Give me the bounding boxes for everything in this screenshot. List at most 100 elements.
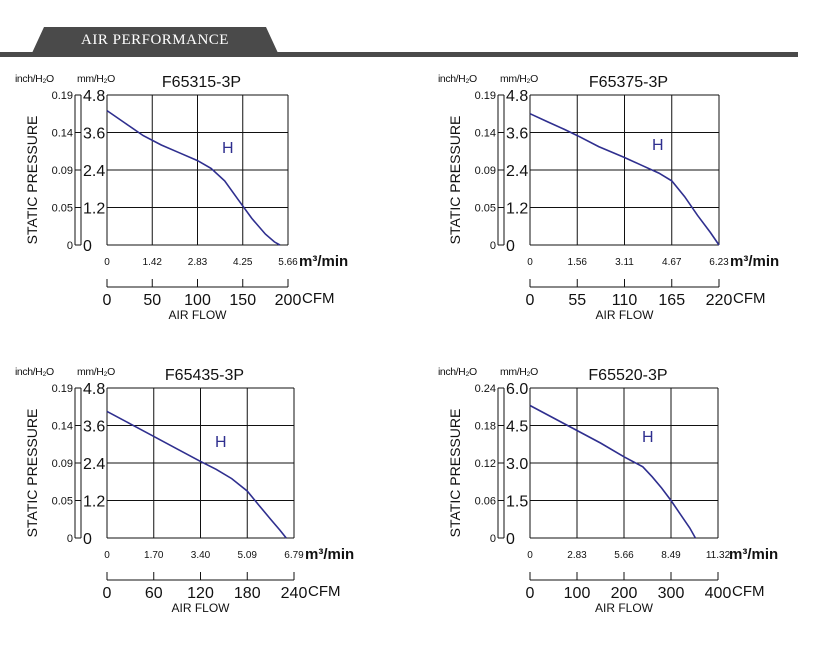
y-unit-mm: mm/H₂O <box>500 366 538 378</box>
x-tick-label-cfm: 300 <box>658 585 685 602</box>
y-unit-mm: mm/H₂O <box>77 366 115 378</box>
chart-title: F65315-3P <box>162 74 241 91</box>
y-tick-label-mm: 0 <box>506 238 515 255</box>
x-unit-cfm: CFM <box>733 290 766 307</box>
series-label: H <box>652 137 664 154</box>
x-axis-title: AIR FLOW <box>595 308 654 322</box>
x-axis-title: AIR FLOW <box>595 601 654 615</box>
chart-f65520: F65520-3P inch/H₂O mm/H₂O 0 0 0.06 1.5 0.12 3.0 0… <box>438 366 778 615</box>
x-tick-label-cfm: 240 <box>281 585 308 602</box>
x-tick-label-m3: 6.79 <box>284 550 304 561</box>
x-axis-title: AIR FLOW <box>171 601 230 615</box>
x-unit-m3: m³/min <box>305 546 354 563</box>
y-tick-label-mm: 3.6 <box>83 419 105 436</box>
series-label: H <box>642 429 654 446</box>
x-tick-label-m3: 1.56 <box>568 257 588 268</box>
y-tick-label-mm: 4.8 <box>83 88 105 105</box>
x-tick-label-m3: 3.40 <box>191 550 211 561</box>
y-tick-label-inch: 0 <box>490 533 496 545</box>
x-tick-label-m3: 0 <box>527 257 533 268</box>
y-tick-label-inch: 0.14 <box>475 128 496 140</box>
x-unit-m3: m³/min <box>299 253 348 270</box>
x-tick-label-m3: 0 <box>104 257 110 268</box>
x-unit-m3: m³/min <box>729 546 778 563</box>
y-tick-label-inch: 0.18 <box>475 421 496 433</box>
x-tick-label-cfm: 0 <box>103 292 112 309</box>
y-tick-label-inch: 0.14 <box>52 128 73 140</box>
x-tick-label-m3: 11.32 <box>706 550 731 561</box>
y-axis-title: STATIC PRESSURE <box>24 116 40 245</box>
y-tick-label-inch: 0.09 <box>52 165 73 177</box>
x-tick-label-cfm: 100 <box>564 585 591 602</box>
y-axis-title: STATIC PRESSURE <box>24 409 40 538</box>
series-label: H <box>222 140 234 157</box>
x-tick-label-cfm: 50 <box>143 292 161 309</box>
x-tick-label-m3: 3.11 <box>615 257 634 268</box>
x-tick-label-m3: 6.23 <box>709 257 729 268</box>
y-tick-label-inch: 0 <box>490 240 496 252</box>
x-tick-label-m3: 5.66 <box>278 257 298 268</box>
y-tick-label-inch: 0.19 <box>52 90 73 102</box>
y-tick-label-inch: 0.14 <box>52 421 73 433</box>
x-tick-label-cfm: 120 <box>187 585 214 602</box>
x-tick-label-cfm: 0 <box>103 585 112 602</box>
y-unit-mm: mm/H₂O <box>500 73 538 85</box>
x-tick-label-cfm: 55 <box>568 292 586 309</box>
y-tick-label-mm: 4.5 <box>506 419 528 436</box>
x-tick-label-m3: 5.09 <box>238 550 258 561</box>
y-tick-label-inch: 0.24 <box>475 383 496 395</box>
x-axis-title: AIR FLOW <box>168 308 227 322</box>
x-tick-label-m3: 4.67 <box>662 257 682 268</box>
series-curve-h <box>529 404 697 539</box>
x-unit-cfm: CFM <box>732 583 765 600</box>
x-tick-label-cfm: 0 <box>526 292 535 309</box>
x-tick-label-m3: 0 <box>104 550 110 561</box>
y-tick-label-mm: 4.8 <box>83 381 105 398</box>
y-tick-label-mm: 4.8 <box>506 88 528 105</box>
y-tick-label-inch: 0 <box>67 240 73 252</box>
y-tick-label-mm: 0 <box>83 238 92 255</box>
y-tick-label-mm: 1.2 <box>83 201 105 218</box>
y-tick-label-inch: 0.12 <box>475 458 496 470</box>
x-tick-label-m3: 1.42 <box>143 257 163 268</box>
y-unit-mm: mm/H₂O <box>77 73 115 85</box>
x-tick-label-m3: 2.83 <box>188 257 208 268</box>
y-tick-label-mm: 2.4 <box>83 163 105 180</box>
x-tick-label-m3: 5.66 <box>614 550 634 561</box>
x-tick-label-cfm: 0 <box>526 585 535 602</box>
x-tick-label-m3: 8.49 <box>661 550 681 561</box>
y-axis-title: STATIC PRESSURE <box>447 116 463 245</box>
x-tick-label-m3: 0 <box>527 550 533 561</box>
y-tick-label-mm: 1.2 <box>83 494 105 511</box>
y-tick-label-mm: 2.4 <box>506 163 528 180</box>
x-tick-label-cfm: 220 <box>706 292 733 309</box>
x-tick-label-cfm: 165 <box>658 292 685 309</box>
y-tick-label-inch: 0.19 <box>475 90 496 102</box>
y-tick-label-mm: 1.2 <box>506 201 528 218</box>
section-title: AIR PERFORMANCE <box>81 32 229 48</box>
x-tick-label-m3: 1.70 <box>144 550 164 561</box>
y-tick-label-mm: 3.0 <box>506 456 528 473</box>
section-header-tab: AIR PERFORMANCE <box>32 27 278 53</box>
x-tick-label-cfm: 150 <box>229 292 256 309</box>
x-tick-label-cfm: 180 <box>234 585 261 602</box>
header-tab-shape <box>32 27 278 53</box>
x-unit-cfm: CFM <box>302 290 335 307</box>
y-tick-label-inch: 0.06 <box>475 496 496 508</box>
y-tick-label-mm: 6.0 <box>506 381 528 398</box>
chart-title: F65520-3P <box>588 367 667 384</box>
x-unit-m3: m³/min <box>730 253 779 270</box>
y-tick-label-inch: 0.05 <box>475 203 496 215</box>
x-tick-label-cfm: 110 <box>612 292 638 309</box>
y-tick-label-inch: 0.05 <box>52 496 73 508</box>
y-unit-inch: inch/H₂O <box>438 366 477 378</box>
y-tick-label-inch: 0.19 <box>52 383 73 395</box>
y-unit-inch: inch/H₂O <box>15 73 54 85</box>
y-tick-label-mm: 3.6 <box>506 126 528 143</box>
y-tick-label-mm: 1.5 <box>506 494 528 511</box>
x-tick-label-cfm: 100 <box>184 292 211 309</box>
y-tick-label-inch: 0 <box>67 533 73 545</box>
